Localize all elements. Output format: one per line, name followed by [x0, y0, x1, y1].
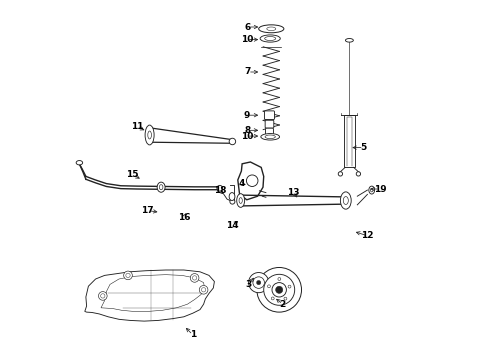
Circle shape: [278, 278, 281, 280]
FancyBboxPatch shape: [265, 111, 274, 120]
Text: 16: 16: [177, 213, 190, 222]
FancyBboxPatch shape: [266, 128, 273, 135]
Text: 9: 9: [244, 111, 250, 120]
Circle shape: [271, 297, 274, 300]
Circle shape: [253, 277, 265, 288]
Ellipse shape: [145, 125, 154, 145]
Ellipse shape: [76, 161, 83, 165]
Circle shape: [248, 273, 269, 293]
Ellipse shape: [157, 182, 165, 192]
Circle shape: [100, 294, 105, 298]
Circle shape: [246, 175, 258, 186]
Text: 7: 7: [245, 68, 251, 77]
Ellipse shape: [343, 197, 348, 204]
Text: 17: 17: [142, 206, 154, 215]
Ellipse shape: [369, 186, 374, 194]
Ellipse shape: [159, 185, 163, 190]
Circle shape: [272, 283, 286, 297]
Ellipse shape: [229, 193, 235, 201]
Circle shape: [284, 297, 287, 300]
Circle shape: [230, 199, 235, 204]
Ellipse shape: [239, 198, 242, 203]
Circle shape: [288, 285, 291, 288]
Ellipse shape: [260, 35, 280, 42]
Text: 8: 8: [245, 126, 251, 135]
Circle shape: [275, 286, 283, 293]
Circle shape: [264, 274, 294, 305]
Text: 10: 10: [241, 132, 253, 140]
Ellipse shape: [265, 135, 275, 139]
Text: 19: 19: [374, 184, 386, 194]
Text: 1: 1: [190, 330, 196, 339]
Circle shape: [268, 285, 270, 288]
FancyBboxPatch shape: [265, 120, 274, 128]
Circle shape: [126, 273, 130, 278]
Ellipse shape: [148, 131, 151, 139]
Circle shape: [123, 271, 132, 280]
Circle shape: [201, 288, 206, 292]
Text: 6: 6: [245, 22, 251, 31]
Ellipse shape: [356, 172, 361, 176]
Ellipse shape: [267, 27, 276, 31]
Text: 11: 11: [131, 122, 143, 131]
Text: 13: 13: [287, 188, 300, 197]
Ellipse shape: [261, 134, 280, 140]
Text: 10: 10: [241, 35, 253, 44]
Text: 18: 18: [214, 186, 226, 195]
Circle shape: [190, 274, 199, 282]
Text: 4: 4: [238, 179, 245, 188]
Circle shape: [257, 267, 301, 312]
Ellipse shape: [259, 25, 284, 33]
Ellipse shape: [237, 194, 245, 207]
Circle shape: [217, 185, 222, 191]
Bar: [343, 115, 355, 167]
Text: 2: 2: [280, 300, 286, 309]
Text: 15: 15: [126, 170, 139, 179]
Circle shape: [199, 285, 208, 294]
Text: 5: 5: [361, 143, 367, 152]
Text: 14: 14: [226, 220, 239, 230]
Ellipse shape: [345, 39, 353, 42]
Ellipse shape: [338, 172, 343, 176]
Ellipse shape: [370, 188, 373, 192]
Circle shape: [193, 276, 197, 280]
Ellipse shape: [265, 36, 276, 40]
Circle shape: [257, 280, 261, 285]
Text: 12: 12: [361, 231, 374, 240]
Circle shape: [98, 292, 107, 300]
Circle shape: [229, 138, 236, 145]
Ellipse shape: [341, 192, 351, 209]
Text: 3: 3: [245, 280, 252, 289]
